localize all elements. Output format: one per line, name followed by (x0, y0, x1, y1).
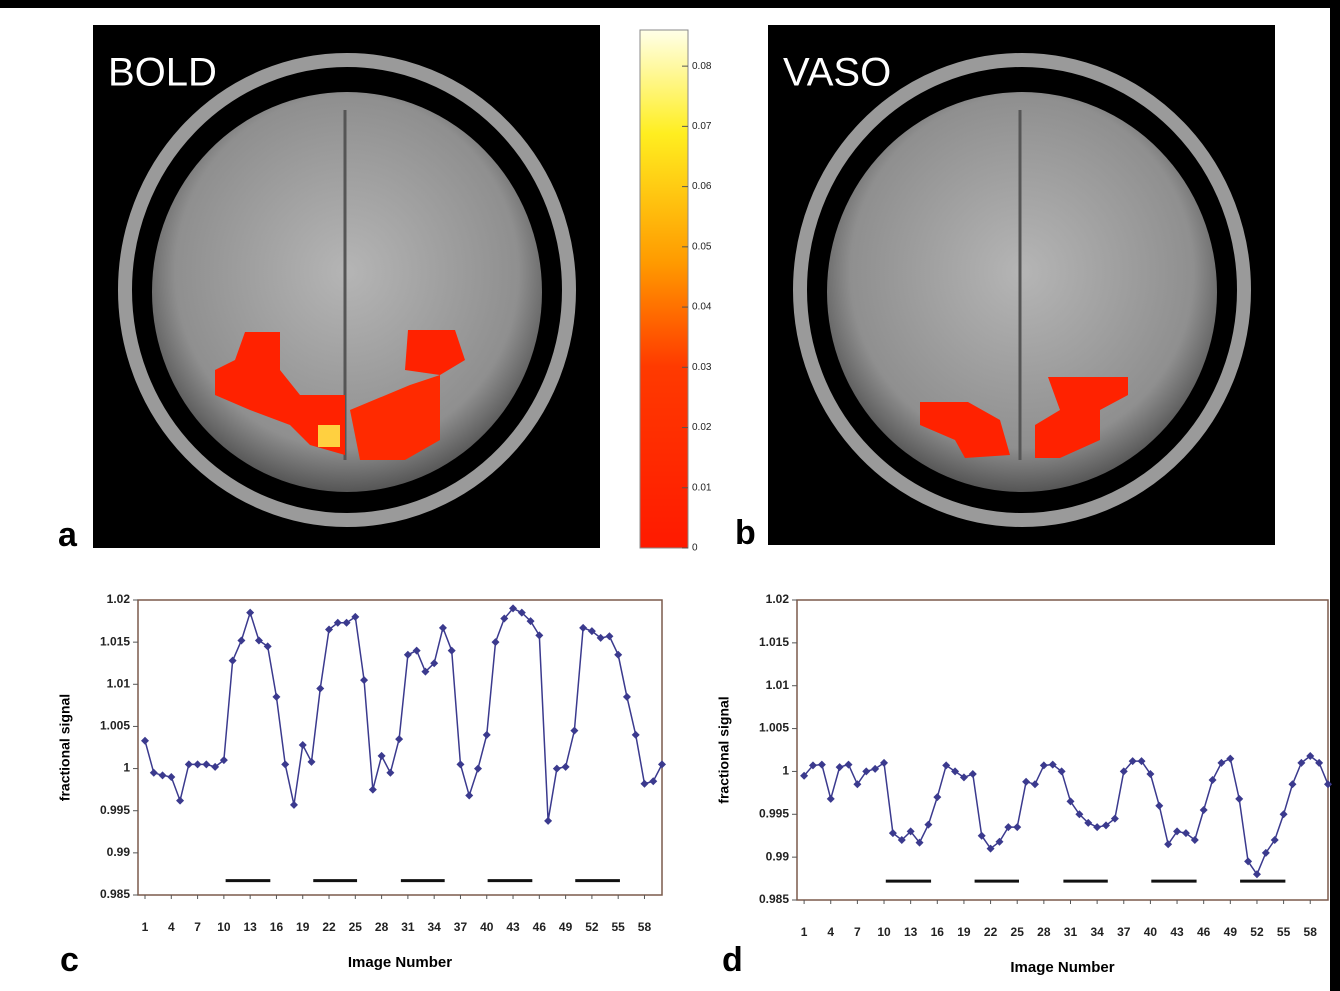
colorbar-tick-label: 0.05 (692, 241, 712, 252)
colorbar (640, 30, 688, 548)
x-tick-label: 58 (638, 920, 652, 934)
y-tick-label: 1 (123, 761, 130, 775)
x-tick-label: 10 (877, 925, 891, 939)
y-tick-label: 0.995 (759, 806, 789, 820)
x-tick-label: 55 (612, 920, 626, 934)
colorbar-tick-label: 0.03 (692, 362, 712, 373)
y-tick-label: 1.005 (100, 719, 130, 733)
x-tick-label: 28 (375, 920, 389, 934)
x-axis-label: Image Number (1010, 959, 1114, 976)
colorbar-tick-label: 0.01 (692, 482, 712, 493)
y-tick-label: 0.985 (100, 887, 130, 901)
x-tick-label: 25 (349, 920, 363, 934)
y-axis-label: fractional signal (57, 694, 73, 801)
y-tick-label: 1.02 (766, 592, 790, 606)
x-tick-label: 28 (1037, 925, 1051, 939)
x-tick-label: 31 (1064, 925, 1078, 939)
x-tick-label: 49 (559, 920, 573, 934)
x-tick-label: 1 (801, 925, 808, 939)
x-tick-label: 19 (957, 925, 971, 939)
colorbar-tick-label: 0.02 (692, 422, 712, 433)
x-tick-label: 43 (1170, 925, 1184, 939)
panel-label: a (58, 516, 78, 554)
x-tick-label: 46 (1197, 925, 1211, 939)
y-tick-label: 1 (782, 764, 789, 778)
y-tick-label: 1.015 (759, 635, 789, 649)
plot-frame (138, 600, 662, 895)
y-tick-label: 0.99 (766, 849, 790, 863)
x-tick-label: 1 (142, 920, 149, 934)
panel-title: VASO (783, 51, 891, 95)
x-tick-label: 7 (194, 920, 201, 934)
colorbar-gradient (640, 30, 688, 548)
panel-a: BOLD a (58, 25, 600, 554)
x-tick-label: 43 (506, 920, 520, 934)
x-tick-label: 46 (533, 920, 547, 934)
brain (152, 92, 542, 492)
panel-label: b (735, 514, 756, 552)
x-tick-label: 40 (1144, 925, 1158, 939)
x-tick-label: 16 (931, 925, 945, 939)
figure: BOLD a VASO b c d 0 0.01 0.02 0.03 0.04 0.05 0… (0, 0, 1340, 991)
brain (827, 92, 1217, 492)
colorbar-tick-label: 0 (692, 543, 698, 554)
x-tick-label: 49 (1224, 925, 1238, 939)
activation-peak (318, 425, 340, 447)
y-tick-label: 1.02 (107, 592, 131, 606)
x-tick-label: 4 (827, 925, 834, 939)
x-tick-label: 13 (904, 925, 918, 939)
x-tick-label: 22 (322, 920, 336, 934)
x-tick-label: 13 (243, 920, 257, 934)
x-tick-label: 16 (270, 920, 284, 934)
colorbar-tick-label: 0.04 (692, 302, 712, 313)
x-tick-label: 4 (168, 920, 175, 934)
x-tick-label: 31 (401, 920, 415, 934)
y-tick-label: 1.01 (766, 678, 790, 692)
y-tick-label: 0.99 (107, 845, 131, 859)
x-tick-label: 52 (1250, 925, 1264, 939)
y-tick-label: 0.995 (100, 803, 130, 817)
y-tick-label: 1.01 (107, 676, 131, 690)
colorbar-tick-label: 0.06 (692, 181, 712, 192)
y-tick-label: 1.005 (759, 721, 789, 735)
x-tick-label: 52 (585, 920, 599, 934)
x-tick-label: 37 (1117, 925, 1131, 939)
panel-label: c (60, 941, 79, 979)
x-tick-label: 7 (854, 925, 861, 939)
x-tick-label: 40 (480, 920, 494, 934)
plot-frame (797, 600, 1328, 900)
x-tick-label: 25 (1011, 925, 1025, 939)
frame-right (1330, 0, 1340, 991)
y-axis-label: fractional signal (716, 696, 732, 803)
x-tick-label: 34 (1090, 925, 1104, 939)
y-tick-label: 0.985 (759, 892, 789, 906)
x-tick-label: 34 (427, 920, 441, 934)
x-tick-label: 19 (296, 920, 310, 934)
x-tick-label: 37 (454, 920, 468, 934)
x-axis-label: Image Number (348, 954, 452, 971)
panel-b: VASO b (735, 25, 1275, 552)
y-tick-label: 1.015 (100, 634, 130, 648)
frame-top (0, 0, 1340, 8)
x-tick-label: 10 (217, 920, 231, 934)
colorbar-tick-label: 0.08 (692, 61, 712, 72)
x-tick-label: 22 (984, 925, 998, 939)
panel-label: d (722, 941, 743, 979)
x-tick-label: 58 (1304, 925, 1318, 939)
colorbar-tick-label: 0.07 (692, 121, 712, 132)
x-tick-label: 55 (1277, 925, 1291, 939)
panel-title: BOLD (108, 51, 217, 95)
